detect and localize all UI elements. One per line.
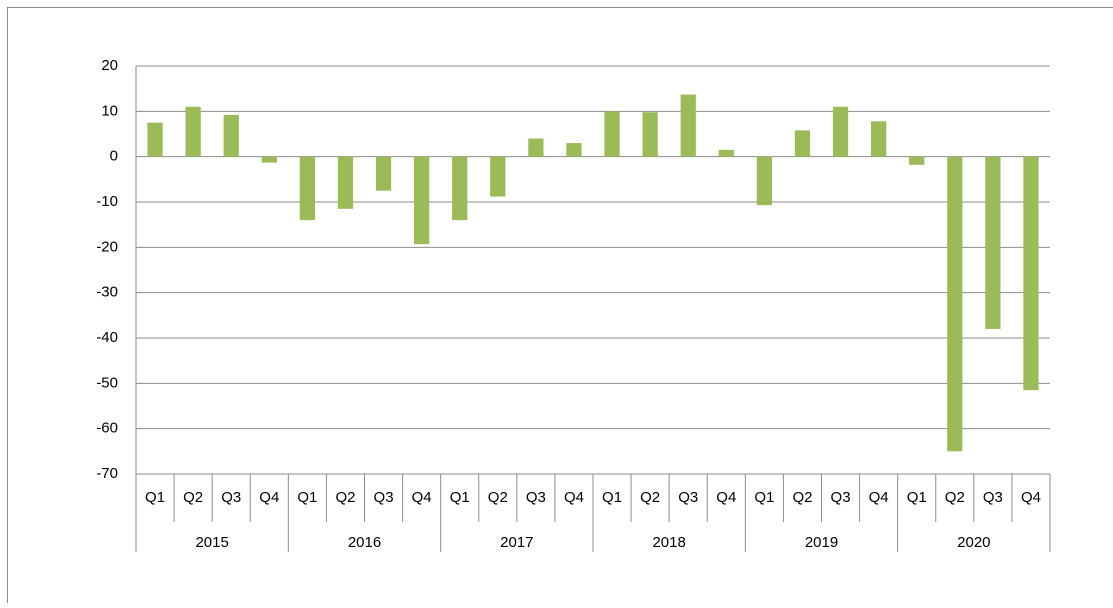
y-tick-label: -50 [96,374,118,391]
group-label: 2015 [195,534,228,551]
bar [224,115,239,157]
y-tick-label: -70 [96,465,118,482]
y-tick-label: -60 [96,420,118,437]
x-tick-label: Q1 [602,489,622,506]
group-label: 2019 [805,534,838,551]
x-tick-label: Q2 [488,489,508,506]
bar [909,157,924,165]
x-tick-label: Q3 [831,489,851,506]
x-tick-label: Q1 [450,489,470,506]
y-tick-label: -10 [96,193,118,210]
x-tick-label: Q2 [792,489,812,506]
x-tick-label: Q3 [983,489,1003,506]
bar [566,143,581,157]
bar [338,157,353,209]
bar [833,107,848,157]
y-tick-label: -40 [96,329,118,346]
bar [376,157,391,191]
bar [757,157,772,206]
group-label: 2016 [348,534,381,551]
bar [871,121,886,156]
bar [947,157,962,452]
bar [300,157,315,220]
x-tick-label: Q4 [259,489,279,506]
bar [452,157,467,220]
x-tick-label: Q2 [945,489,965,506]
bar [643,112,658,156]
bar [414,157,429,244]
bar [795,130,810,156]
bar [985,157,1000,329]
x-tick-label: Q3 [221,489,241,506]
x-tick-label: Q1 [907,489,927,506]
bar [528,139,543,157]
group-label: 2020 [957,534,990,551]
bar [262,157,277,163]
x-tick-label: Q2 [183,489,203,506]
bar [147,123,162,157]
x-tick-label: Q3 [374,489,394,506]
x-tick-label: Q4 [412,489,432,506]
y-tick-label: -20 [96,238,118,255]
bar [186,107,201,157]
group-label: 2017 [500,534,533,551]
bar [490,157,505,197]
y-tick-label: 20 [101,57,118,74]
group-label: 2018 [652,534,685,551]
x-tick-label: Q1 [754,489,774,506]
bar [719,150,734,157]
x-tick-label: Q1 [145,489,165,506]
x-tick-label: Q3 [526,489,546,506]
x-tick-label: Q3 [678,489,698,506]
x-tick-label: Q2 [335,489,355,506]
y-tick-label: 10 [101,102,118,119]
bar [604,111,619,156]
x-tick-label: Q2 [640,489,660,506]
bar [1023,157,1038,390]
bar [681,95,696,157]
x-tick-label: Q4 [716,489,736,506]
x-tick-label: Q1 [297,489,317,506]
x-tick-label: Q4 [1021,489,1041,506]
x-tick-label: Q4 [564,489,584,506]
y-tick-label: 0 [110,148,118,165]
x-tick-label: Q4 [869,489,889,506]
y-tick-label: -30 [96,284,118,301]
